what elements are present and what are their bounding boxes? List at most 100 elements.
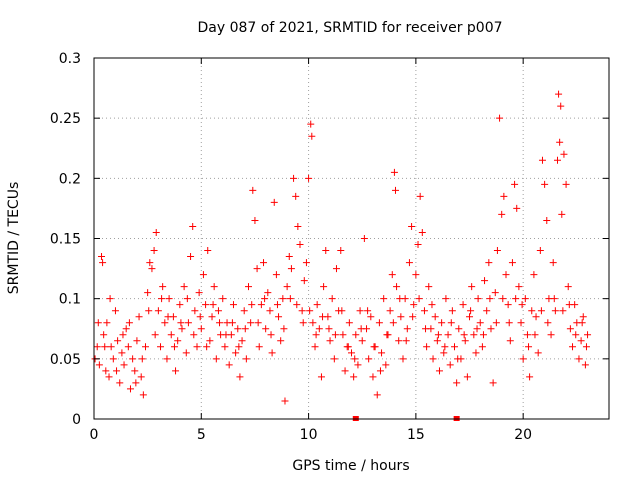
data-point	[370, 343, 378, 351]
data-point	[93, 343, 101, 351]
data-point	[332, 265, 340, 273]
data-point	[315, 325, 323, 333]
data-point	[479, 331, 487, 339]
data-point	[508, 259, 516, 267]
data-point	[339, 331, 347, 339]
data-point	[383, 331, 391, 339]
x-axis-ticks: 0 5 10 15 20	[90, 58, 532, 443]
data-point	[101, 343, 109, 351]
data-point	[145, 307, 153, 315]
data-point	[431, 313, 439, 321]
data-point	[420, 307, 428, 315]
data-point	[167, 331, 175, 339]
data-point	[165, 295, 173, 303]
data-point	[187, 253, 195, 261]
data-point	[476, 319, 484, 327]
data-point	[572, 331, 580, 339]
data-point	[118, 349, 126, 357]
data-point	[138, 355, 146, 363]
data-point	[328, 295, 336, 303]
data-point	[403, 325, 411, 333]
data-point	[550, 295, 558, 303]
data-point	[260, 259, 268, 267]
x-tick-label: 20	[514, 427, 532, 443]
data-point	[558, 210, 566, 218]
data-point	[455, 325, 463, 333]
data-point	[402, 337, 410, 345]
data-point	[286, 295, 294, 303]
data-point	[320, 283, 328, 291]
data-point	[504, 301, 512, 309]
data-point	[444, 331, 452, 339]
data-point	[369, 373, 377, 381]
data-point	[373, 391, 381, 399]
x-tick-label: 10	[300, 427, 318, 443]
data-point	[530, 271, 538, 279]
data-point	[532, 313, 540, 321]
data-point	[190, 331, 198, 339]
data-point	[203, 343, 211, 351]
data-point	[418, 228, 426, 236]
data-point	[393, 283, 401, 291]
data-point	[238, 337, 246, 345]
data-point	[412, 271, 420, 279]
x-axis-label: GPS time / hours	[292, 458, 409, 474]
data-point	[251, 216, 259, 224]
y-tick-label: 0.15	[50, 232, 81, 248]
data-point	[493, 247, 501, 255]
data-point	[357, 325, 365, 333]
data-point	[460, 331, 468, 339]
data-point	[197, 325, 205, 333]
data-point	[109, 355, 117, 363]
data-point	[183, 295, 191, 303]
data-point	[496, 114, 504, 122]
data-point	[512, 295, 520, 303]
data-point	[294, 222, 302, 230]
data-point	[358, 337, 366, 345]
data-point	[463, 373, 471, 381]
data-point	[98, 253, 106, 261]
data-point	[240, 307, 248, 315]
data-point	[498, 210, 506, 218]
data-point	[345, 319, 353, 327]
data-point	[245, 283, 252, 291]
data-point	[170, 343, 178, 351]
data-point	[210, 283, 218, 291]
data-point	[266, 307, 274, 315]
data-point	[388, 271, 396, 279]
data-point	[236, 373, 244, 381]
data-point	[367, 313, 375, 321]
x-tick-label: 5	[197, 427, 206, 443]
data-point	[283, 283, 291, 291]
data-point	[242, 355, 250, 363]
data-point	[584, 331, 592, 339]
data-point	[467, 307, 475, 315]
data-point	[253, 265, 261, 273]
data-point	[500, 192, 508, 200]
data-point	[528, 307, 536, 315]
data-point	[386, 307, 394, 315]
data-point	[518, 301, 526, 309]
data-point	[319, 313, 327, 321]
data-point	[257, 301, 265, 309]
data-point	[485, 259, 493, 267]
data-point	[146, 259, 154, 267]
data-point	[214, 307, 222, 315]
data-point	[544, 319, 552, 327]
data-point	[338, 307, 346, 315]
data-point	[95, 361, 103, 369]
data-point	[296, 241, 304, 249]
data-point	[137, 373, 145, 381]
y-tick-label: 0.1	[59, 292, 81, 308]
data-point	[99, 259, 107, 267]
data-point	[164, 313, 172, 321]
data-point	[537, 307, 545, 315]
data-point	[126, 385, 134, 393]
data-point	[144, 289, 152, 297]
data-point	[564, 283, 572, 291]
data-point	[331, 331, 339, 339]
y-tick-label: 0.2	[59, 171, 81, 187]
data-point	[219, 295, 227, 303]
data-point	[434, 331, 442, 339]
data-point	[158, 295, 166, 303]
